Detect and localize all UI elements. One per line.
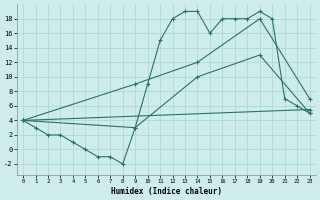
X-axis label: Humidex (Indice chaleur): Humidex (Indice chaleur) [111, 187, 222, 196]
